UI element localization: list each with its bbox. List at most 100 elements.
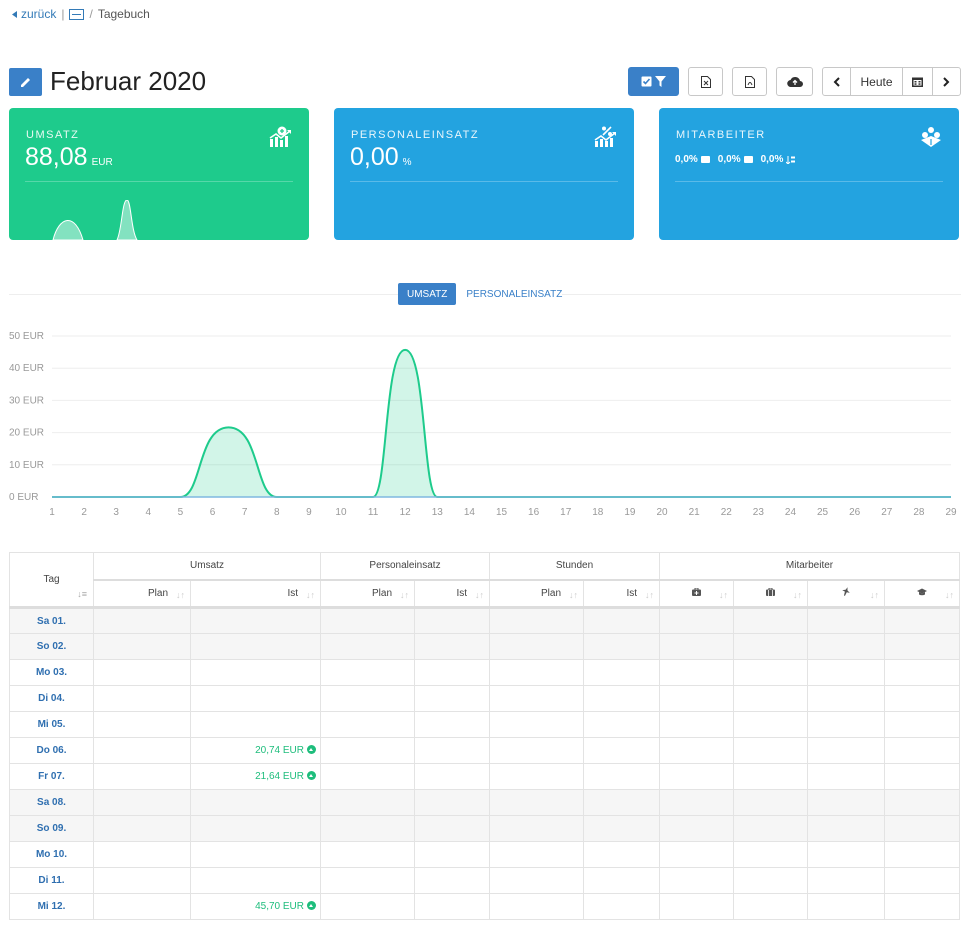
day-label[interactable]: Di 04. [9,685,94,712]
umsatz-ist-cell: 45,70 EUR [190,893,321,920]
card-umsatz[interactable]: UMSATZ 88,08 EUR [9,108,309,240]
edit-button[interactable] [9,67,42,96]
x-tick-label: 27 [881,507,893,518]
umsatz-ist-header[interactable]: Ist ↓↑ [190,578,321,609]
card-personal-number: 0,00 [350,143,399,171]
y-tick-label: 10 EUR [9,460,44,471]
table-cell [320,711,415,738]
group-header-mitarbeiter: Mitarbeiter [659,552,961,580]
sort-icon: ↓↑ [645,589,655,600]
title-row: Februar 2020 [9,66,206,97]
today-button[interactable]: Heute [850,67,903,96]
sort-icon: ↓↑ [176,589,185,600]
day-label[interactable]: Di 11. [9,867,94,894]
table-cell [659,789,735,816]
vacation-column-header[interactable]: ↓↑ [733,578,809,609]
x-tick-label: 14 [464,507,476,518]
table-cell [659,867,735,894]
table-cell [659,633,735,660]
personal-ist-header[interactable]: Ist ↓↑ [414,578,490,609]
breadcrumb-current: Tagebuch [97,7,150,21]
table-cell [659,659,735,686]
table-row: Mi 05. [9,711,961,738]
sort-icon: ↓↑ [945,589,955,600]
umsatz-ist-cell: 21,64 EUR [190,763,321,790]
day-label[interactable]: Do 06. [9,737,94,764]
table-cell [733,711,809,738]
stunden-ist-header[interactable]: Ist ↓↑ [582,578,661,609]
day-label[interactable]: Mo 10. [9,841,94,868]
cloud-upload-button[interactable] [776,67,813,96]
calendar-button[interactable] [902,67,933,96]
table-cell [582,763,661,790]
card-mitarbeiter[interactable]: MITARBEITER 0,0% 0,0% 0,0% [659,108,959,240]
card-umsatz-value: 88,08 EUR [25,143,113,172]
table-cell [807,763,886,790]
card-personaleinsatz[interactable]: PERSONALEINSATZ 0,00% [334,108,634,240]
medical-case-icon [743,156,753,163]
table-cell [414,867,490,894]
overview-icon[interactable] [69,8,85,20]
column-label: Ist [456,587,467,599]
table-cell [489,737,584,764]
table-cell [489,815,584,842]
pdf-export-button[interactable] [732,67,767,96]
personal-plan-header[interactable]: Plan ↓↑ [320,578,415,609]
tag-column-header[interactable]: Tag ↓≡ [9,552,94,609]
table-cell [659,711,735,738]
table-row: Fr 07. 21,64 EUR [9,763,961,790]
sick-column-header[interactable]: ↓↑ [659,578,735,609]
umsatz-ist-value: 45,70 EUR [255,901,304,912]
chevron-left-icon [833,76,840,87]
umsatz-ist-cell [190,633,321,660]
day-label[interactable]: Mi 05. [9,711,94,738]
day-label[interactable]: Mo 03. [9,659,94,686]
excel-export-button[interactable] [688,67,723,96]
briefcase-icon [700,156,710,163]
day-label[interactable]: So 09. [9,815,94,842]
back-link-label: zurück [21,7,57,21]
table-cell [489,659,584,686]
table-row: Sa 01. [9,607,961,634]
umsatz-ist-cell: 20,74 EUR [190,737,321,764]
tab-umsatz[interactable]: UMSATZ [398,283,457,305]
table-cell [733,763,809,790]
day-label[interactable]: Sa 01. [9,607,94,634]
plane-icon [842,587,850,597]
back-link[interactable]: zurück [12,7,56,21]
column-label: Ist [626,587,638,599]
sort-icon: ↓↑ [569,589,578,600]
x-tick-label: 6 [210,507,216,518]
tab-personaleinsatz[interactable]: PERSONALEINSATZ [466,288,563,300]
day-label[interactable]: Fr 07. [9,763,94,790]
flight-column-header[interactable]: ↓↑ [807,578,886,609]
day-label[interactable]: So 02. [9,633,94,660]
umsatz-plan-header[interactable]: Plan ↓↑ [93,578,191,609]
date-navigation: Heute [822,67,961,96]
table-cell [659,893,735,920]
checkbox-icon [641,76,652,87]
day-label[interactable]: Mi 12. [9,893,94,920]
x-tick-label: 20 [656,507,668,518]
table-cell [582,685,661,712]
sort-numeric-icon: ↓≡ [77,589,87,599]
diary-table: Tag ↓≡ Umsatz Personaleinsatz Stunden Mi… [9,552,961,920]
card-personal-label: PERSONALEINSATZ [351,129,480,141]
table-cell [320,763,415,790]
table-cell [582,737,661,764]
table-cell [414,815,490,842]
table-cell [807,815,886,842]
training-column-header[interactable]: ↓↑ [884,578,961,609]
card-divider [675,181,943,182]
sort-alpha-icon [786,155,796,164]
day-label[interactable]: Sa 08. [9,789,94,816]
table-cell [807,659,886,686]
stunden-plan-header[interactable]: Plan ↓↑ [489,578,584,609]
filter-button[interactable] [628,67,679,96]
next-button[interactable] [932,67,961,96]
y-tick-label: 20 EUR [9,428,44,439]
table-cell [807,789,886,816]
table-cell [733,815,809,842]
prev-button[interactable] [822,67,851,96]
